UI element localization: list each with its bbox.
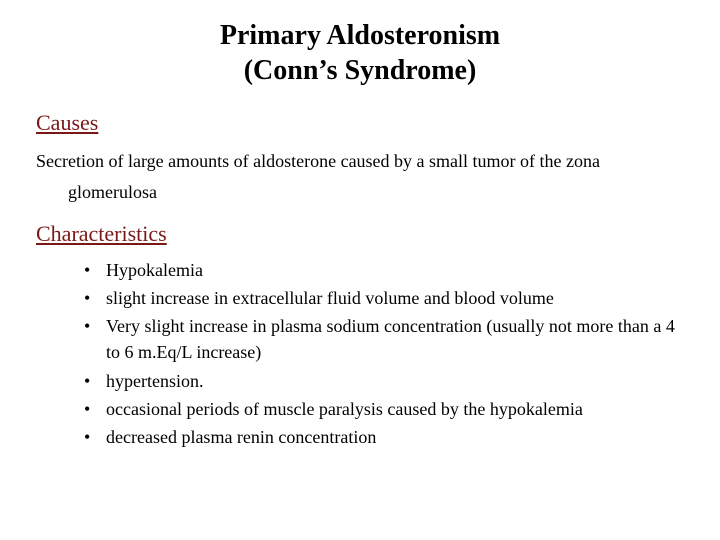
slide-title: Primary Aldosteronism (Conn’s Syndrome) bbox=[36, 18, 684, 88]
causes-heading: Causes bbox=[36, 110, 684, 136]
list-item: Very slight increase in plasma sodium co… bbox=[84, 313, 684, 365]
slide-container: Primary Aldosteronism (Conn’s Syndrome) … bbox=[0, 0, 720, 450]
list-item: Hypokalemia bbox=[84, 257, 684, 283]
list-item: decreased plasma renin concentration bbox=[84, 424, 684, 450]
list-item: hypertension. bbox=[84, 368, 684, 394]
causes-text: Secretion of large amounts of aldosteron… bbox=[36, 146, 684, 207]
list-item: slight increase in extracellular fluid v… bbox=[84, 285, 684, 311]
title-line-1: Primary Aldosteronism bbox=[220, 20, 500, 51]
characteristics-list: Hypokalemia slight increase in extracell… bbox=[36, 257, 684, 450]
causes-text-line1: Secretion of large amounts of aldosteron… bbox=[36, 151, 600, 171]
list-item: occasional periods of muscle paralysis c… bbox=[84, 396, 684, 422]
title-line-2: (Conn’s Syndrome) bbox=[244, 55, 477, 86]
characteristics-heading: Characteristics bbox=[36, 221, 684, 247]
causes-text-line2: glomerulosa bbox=[36, 177, 684, 208]
